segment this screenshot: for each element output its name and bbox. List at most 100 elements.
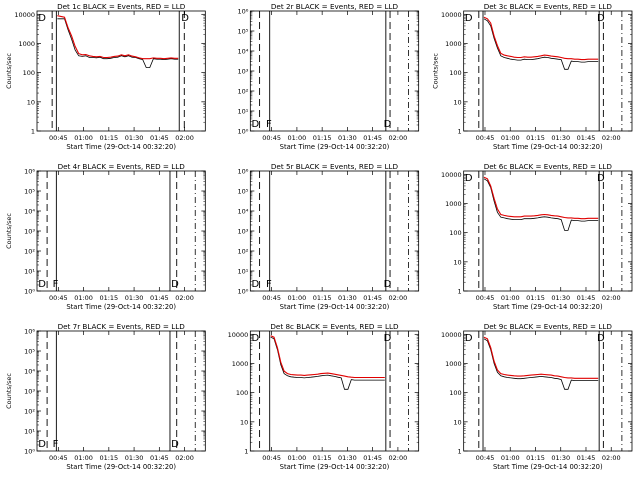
events-series-line xyxy=(57,18,179,68)
plot-frame xyxy=(463,330,633,452)
x-tick-label: 02:00 xyxy=(389,454,408,462)
x-tick-label: 01:45 xyxy=(577,294,596,302)
y-tick-label: 10³ xyxy=(237,228,248,236)
x-tick-label: 01:45 xyxy=(150,134,169,142)
x-tick-label: 01:00 xyxy=(288,454,307,462)
x-tick-label: 01:00 xyxy=(501,294,520,302)
y-tick-label: 10000 xyxy=(14,11,35,19)
x-tick-label: 01:00 xyxy=(288,294,307,302)
x-tick-label: 02:00 xyxy=(389,134,408,142)
y-tick-label: 10⁴ xyxy=(24,368,35,376)
y-axis-label: Counts/sec xyxy=(5,53,13,89)
events-series-line xyxy=(483,178,599,231)
event-marker-D: D xyxy=(384,333,392,344)
panel-title: Det 1c BLACK = Events, RED = LLD xyxy=(57,2,186,11)
event-marker-D: D xyxy=(597,13,605,24)
x-tick-label: 01:15 xyxy=(313,134,332,142)
x-tick-label: 01:45 xyxy=(363,294,382,302)
y-tick-label: 10² xyxy=(24,248,35,256)
panel-title: Det 7r BLACK = Events, RED = LLD xyxy=(58,322,186,331)
x-tick-label: 02:00 xyxy=(602,294,621,302)
x-tick-label: 00:45 xyxy=(262,454,281,462)
y-tick-label: 10¹ xyxy=(237,108,248,116)
panel-det4r: Det 4r BLACK = Events, RED = LLD 10⁰ 10¹ 10… xyxy=(5,162,206,311)
x-tick-label: 02:00 xyxy=(389,294,408,302)
x-tick-label: 01:45 xyxy=(363,134,382,142)
x-tick-label: 00:45 xyxy=(49,134,68,142)
panel-det3c: Det 3c BLACK = Events, RED = LLD 1 10 100 10… xyxy=(432,2,633,151)
y-tick-label: 1000 xyxy=(445,40,462,48)
x-tick-label: 01:15 xyxy=(313,294,332,302)
y-tick-label: 10¹ xyxy=(24,428,35,436)
event-marker-D: D xyxy=(38,279,46,290)
y-tick-label: 1000 xyxy=(445,200,462,208)
y-tick-label: 10 xyxy=(240,418,248,426)
event-marker-D: D xyxy=(597,333,605,344)
y-tick-label: 10 xyxy=(453,418,461,426)
x-axis-label: Start Time (29-Oct-14 00:32:20) xyxy=(280,303,390,311)
x-axis-label: Start Time (29-Oct-14 00:32:20) xyxy=(280,463,390,471)
x-tick-label: 01:15 xyxy=(526,454,545,462)
y-tick-label: 10⁰ xyxy=(24,448,35,456)
events-series-line xyxy=(483,18,599,70)
event-marker-D: D xyxy=(181,13,189,24)
x-tick-label: 01:00 xyxy=(501,134,520,142)
panel-det6c: Det 6c BLACK = Events, RED = LLD 1 10 100 10… xyxy=(441,162,633,311)
event-marker-D: D xyxy=(171,439,179,450)
x-tick-label: 01:15 xyxy=(99,454,118,462)
x-axis-label: Start Time (29-Oct-14 00:32:20) xyxy=(66,143,176,151)
y-tick-label: 10³ xyxy=(24,388,35,396)
x-tick-label: 01:00 xyxy=(74,294,93,302)
lld-series-line xyxy=(270,335,385,379)
y-tick-label: 100 xyxy=(23,69,35,77)
y-axis-label: Counts/sec xyxy=(5,213,13,249)
y-tick-label: 10⁶ xyxy=(24,328,35,336)
x-tick-label: 00:45 xyxy=(476,134,495,142)
event-marker-D: D xyxy=(465,333,473,344)
x-tick-label: 01:45 xyxy=(577,454,596,462)
x-tick-label: 00:45 xyxy=(49,294,68,302)
event-marker-D: D xyxy=(465,13,473,24)
y-tick-label: 10⁵ xyxy=(24,348,35,356)
y-tick-label: 10⁵ xyxy=(237,28,248,36)
x-axis-label: Start Time (29-Oct-14 00:32:20) xyxy=(493,463,603,471)
y-tick-label: 1 xyxy=(458,448,462,456)
event-marker-D: D xyxy=(384,279,392,290)
y-axis-label: Counts/sec xyxy=(432,53,440,89)
panel-title: Det 3c BLACK = Events, RED = LLD xyxy=(484,2,613,11)
event-marker-D: D xyxy=(252,333,260,344)
event-marker-D: D xyxy=(252,119,260,130)
y-tick-label: 100 xyxy=(236,389,248,397)
x-tick-label: 01:30 xyxy=(125,294,144,302)
x-tick-label: 01:15 xyxy=(526,134,545,142)
y-tick-label: 10000 xyxy=(441,171,462,179)
panel-title: Det 4r BLACK = Events, RED = LLD xyxy=(58,162,186,171)
x-tick-label: 01:30 xyxy=(125,454,144,462)
y-tick-label: 10⁵ xyxy=(24,188,35,196)
y-tick-label: 10⁴ xyxy=(237,48,248,56)
y-tick-label: 10⁵ xyxy=(237,188,248,196)
y-tick-label: 10⁴ xyxy=(237,208,248,216)
y-tick-label: 10⁶ xyxy=(237,8,248,16)
panel-det7r: Det 7r BLACK = Events, RED = LLD 10⁰ 10¹ 10… xyxy=(5,322,206,471)
y-tick-label: 1 xyxy=(244,448,248,456)
events-series-line xyxy=(270,336,385,390)
x-tick-label: 02:00 xyxy=(175,134,194,142)
x-tick-label: 01:15 xyxy=(526,294,545,302)
panel-title: Det 6c BLACK = Events, RED = LLD xyxy=(484,162,613,171)
x-tick-label: 02:00 xyxy=(175,294,194,302)
x-tick-label: 01:45 xyxy=(577,134,596,142)
lld-series-line xyxy=(57,15,179,60)
x-tick-label: 01:45 xyxy=(363,454,382,462)
plot-frame xyxy=(36,10,206,132)
y-tick-label: 10¹ xyxy=(237,268,248,276)
panel-det1c: Det 1c BLACK = Events, RED = LLD 1 10 100 10… xyxy=(5,2,206,151)
y-tick-label: 10⁶ xyxy=(24,168,35,176)
x-tick-label: 01:15 xyxy=(99,134,118,142)
event-marker-D: D xyxy=(38,439,46,450)
y-tick-label: 1000 xyxy=(445,360,462,368)
y-tick-label: 10⁰ xyxy=(24,288,35,296)
event-marker-F: F xyxy=(266,279,272,290)
x-tick-label: 01:30 xyxy=(551,454,570,462)
